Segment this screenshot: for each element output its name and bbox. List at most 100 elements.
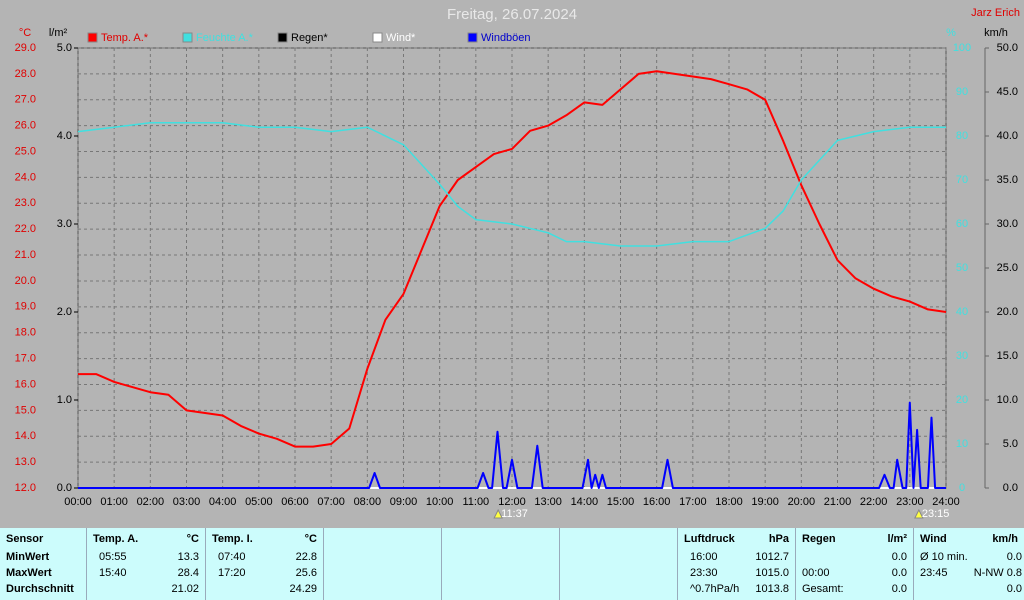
x-tick-label: 16:00 — [643, 496, 671, 508]
table-section: Temp. I. °C 07:40 22.8 17:20 25.6 24.29 — [205, 528, 323, 600]
x-tick-label: 22:00 — [860, 496, 888, 508]
table-text: l/m² — [887, 533, 907, 545]
table-text: Luftdruck — [684, 533, 735, 545]
y3-unit: km/h — [984, 27, 1008, 39]
y-tick-label: 27.0 — [15, 94, 36, 106]
table-text: 24.29 — [289, 583, 317, 595]
y-tick-label: 50 — [956, 262, 968, 274]
y-tick-label: 5.0 — [1003, 438, 1018, 450]
y-tick-label: 15.0 — [15, 404, 36, 416]
y-unit: °C — [19, 27, 31, 39]
x-tick-label: 15:00 — [607, 496, 635, 508]
x-tick-label: 05:00 — [245, 496, 273, 508]
y-tick-label: 30 — [956, 350, 968, 362]
table-text: 17:20 — [218, 567, 246, 579]
y-tick-label: 24.0 — [15, 171, 36, 183]
x-tick-label: 24:00 — [932, 496, 960, 508]
table-text: 0.0 — [891, 551, 907, 563]
y-tick-label: 2.0 — [57, 306, 72, 318]
x-tick-label: 09:00 — [390, 496, 418, 508]
table-text: 1015.0 — [755, 567, 789, 579]
table-text: °C — [186, 533, 199, 545]
table-text: MinWert — [6, 551, 50, 563]
x-tick-label: 13:00 — [534, 496, 562, 508]
series-line — [78, 70, 947, 448]
y-tick-label: 18.0 — [15, 327, 36, 339]
legend-swatch — [277, 32, 288, 43]
table-text: 1013.8 — [755, 583, 789, 595]
table-text: N-NW 0.8 — [973, 567, 1022, 579]
y-tick-label: 14.0 — [15, 430, 36, 442]
table-text: 0.0 — [1006, 551, 1022, 563]
author: Jarz Erich — [971, 7, 1020, 19]
table-text: Sensor — [6, 533, 44, 545]
x-tick-label: 12:00 — [498, 496, 526, 508]
x-tick-label: 21:00 — [824, 496, 852, 508]
annotation-label: 23:15 — [922, 508, 950, 520]
table-text: 23:30 — [690, 567, 718, 579]
table-section: Wind km/h Ø 10 min. 0.0 23:45 N-NW 0.8 0.0 — [913, 528, 1024, 600]
table-text: 07:40 — [218, 551, 246, 563]
y-tick-label: 15.0 — [997, 350, 1018, 362]
chart: Freitag, 26.07.2024 Jarz Erich °C l/m² %… — [15, 6, 1020, 520]
table-text: Temp. I. — [212, 533, 253, 545]
x-tick-label: 14:00 — [571, 496, 599, 508]
series-line — [77, 122, 946, 247]
table-text: Temp. A. — [93, 533, 139, 545]
summary-table: Sensor MinWert MaxWert Durchschnitt Temp. A.… — [0, 528, 1024, 600]
x-tick-label: 17:00 — [679, 496, 707, 508]
y-tick-label: 45.0 — [997, 86, 1018, 98]
legend-label: Regen* — [291, 32, 328, 44]
y-tick-label: 26.0 — [15, 120, 36, 132]
y-tick-label: 50.0 — [997, 42, 1018, 54]
y-tick-label: 70 — [956, 174, 968, 186]
x-tick-label: 18:00 — [715, 496, 743, 508]
series-line — [78, 401, 946, 489]
legend-swatch — [87, 32, 98, 43]
table-text: 28.4 — [177, 567, 199, 579]
table-section — [441, 528, 559, 600]
y-tick-label: 0 — [959, 482, 965, 494]
y-tick-label: 5.0 — [57, 42, 72, 54]
table-text: 25.6 — [295, 567, 317, 579]
y-tick-label: 25.0 — [997, 262, 1018, 274]
x-tick-label: 04:00 — [209, 496, 237, 508]
y-tick-label: 0.0 — [57, 482, 72, 494]
table-text: 22.8 — [295, 551, 317, 563]
y-tick-label: 17.0 — [15, 352, 36, 364]
y4-unit: l/m² — [49, 27, 68, 39]
table-text: 1012.7 — [755, 551, 789, 563]
x-tick-label: 06:00 — [281, 496, 309, 508]
y-tick-label: 20.0 — [15, 275, 36, 287]
y-tick-label: 16.0 — [15, 378, 36, 390]
table-section: Temp. A. °C 05:55 13.3 15:40 28.4 21.02 — [86, 528, 205, 600]
y-tick-label: 40.0 — [997, 130, 1018, 142]
y-tick-label: 25.0 — [15, 145, 36, 157]
table-section: Regen l/m² 0.0 00:00 0.0 Gesamt: 0.0 — [795, 528, 913, 600]
y-tick-label: 20 — [956, 394, 968, 406]
y-tick-label: 10 — [956, 438, 968, 450]
y-tick-label: 23.0 — [15, 197, 36, 209]
table-text: 0.0 — [891, 567, 907, 579]
y-tick-label: 28.0 — [15, 68, 36, 80]
table-text: 0.0 — [891, 583, 907, 595]
y-tick-label: 100 — [953, 42, 971, 54]
y-tick-label: 30.0 — [997, 218, 1018, 230]
x-tick-label: 00:00 — [64, 496, 92, 508]
y-tick-label: 90 — [956, 86, 968, 98]
x-tick-label: 23:00 — [896, 496, 924, 508]
table-text: 16:00 — [690, 551, 718, 563]
x-tick-label: 07:00 — [317, 496, 345, 508]
table-text: ^0.7hPa/h — [690, 583, 740, 595]
y-tick-label: 4.0 — [57, 130, 72, 142]
table-text: 23:45 — [920, 567, 948, 579]
table-text: hPa — [768, 533, 789, 545]
y-tick-label: 20.0 — [997, 306, 1018, 318]
table-text: Durchschnitt — [6, 583, 74, 595]
y-tick-label: 40 — [956, 306, 968, 318]
y-tick-label: 60 — [956, 218, 968, 230]
table-text: 15:40 — [99, 567, 127, 579]
y-tick-label: 19.0 — [15, 301, 36, 313]
y-tick-label: 3.0 — [57, 218, 72, 230]
